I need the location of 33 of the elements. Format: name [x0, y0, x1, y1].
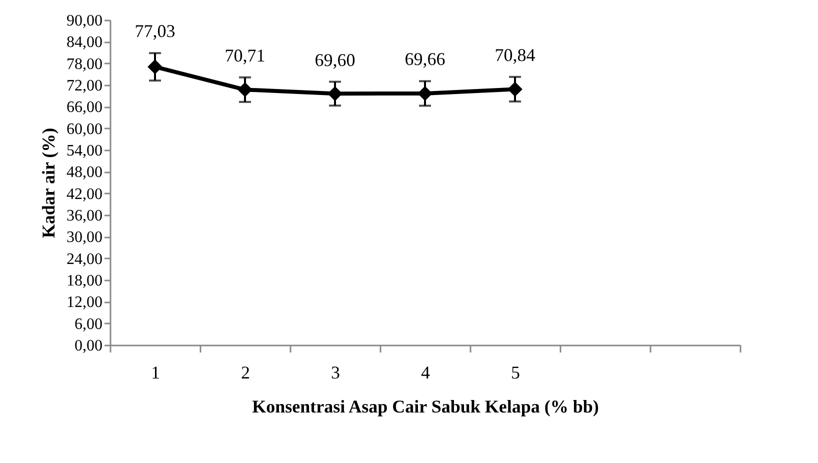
y-tick-label: 90,00 — [66, 12, 102, 30]
y-tick-label: 54,00 — [66, 142, 102, 160]
x-tick-label: 3 — [331, 362, 340, 382]
point — [238, 82, 252, 98]
data-label: 70,71 — [224, 45, 266, 66]
y-axis-title: Kadar air (%) — [38, 128, 58, 238]
y-tick-label: 84,00 — [66, 34, 102, 52]
x-axis-title: Konsentrasi Asap Cair Sabuk Kelapa (% bb) — [252, 396, 599, 416]
x-tick-label: 1 — [151, 362, 160, 382]
point — [148, 59, 162, 74]
y-tick-label: 66,00 — [66, 99, 102, 116]
y-tick-label: 18,00 — [66, 272, 102, 290]
x-tick-label: 5 — [511, 362, 520, 382]
point — [418, 86, 432, 101]
y-tick-label: 12,00 — [66, 294, 102, 312]
point — [328, 86, 342, 102]
y-tick-label: 42,00 — [66, 186, 102, 203]
x-tick-label: 4 — [421, 362, 430, 382]
data-label: 70,84 — [494, 44, 536, 65]
y-tick-label: 78,00 — [66, 56, 102, 73]
data-label: 69,66 — [404, 49, 446, 70]
y-tick-label: 0,00 — [74, 338, 102, 354]
point — [508, 82, 522, 97]
data-label: 77,03 — [134, 21, 176, 42]
y-tick-label: 6,00 — [74, 316, 102, 333]
y-tick-label: 72,00 — [66, 78, 102, 94]
x-tick-label: 2 — [241, 362, 250, 382]
y-tick-label: 36,00 — [66, 208, 102, 224]
y-tick-label: 48,00 — [66, 164, 102, 182]
y-tick-label: 60,00 — [66, 120, 102, 138]
y-tick-label: 30,00 — [66, 229, 102, 246]
data-label: 69,60 — [314, 50, 356, 70]
y-tick-label: 24,00 — [66, 250, 102, 268]
